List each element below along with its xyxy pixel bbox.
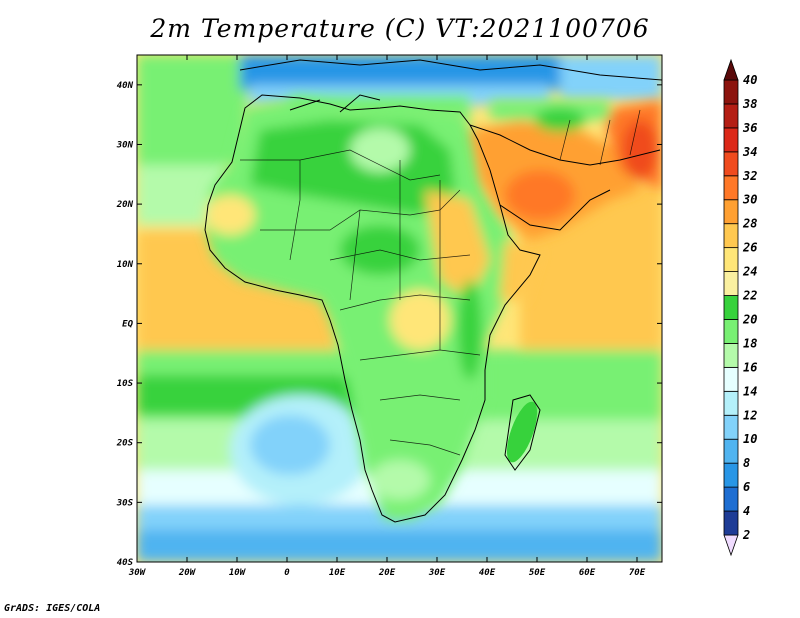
- colorbar-label: 36: [742, 121, 757, 135]
- colorbar-box: [723, 247, 739, 272]
- colorbar-label: 30: [742, 193, 757, 207]
- colorbar-box: [723, 486, 739, 512]
- colorbar-label: 38: [742, 97, 757, 111]
- colorbar-box: [723, 510, 739, 536]
- colorbar-box: [723, 103, 739, 129]
- colorbar-box: [723, 199, 739, 225]
- colorbar-box: [723, 438, 739, 464]
- colorbar-box: [723, 462, 739, 488]
- colorbar-box: [723, 175, 739, 201]
- colorbar-max-triangle: [723, 58, 739, 81]
- colorbar-label: 18: [743, 336, 757, 350]
- y-tick-label: 10S: [117, 379, 134, 389]
- colorbar-box: [723, 79, 739, 105]
- colorbar-label: 34: [742, 145, 757, 159]
- colorbar-min-triangle: [723, 534, 739, 557]
- colorbar-box: [723, 366, 739, 392]
- x-tick-label: 0: [284, 568, 290, 578]
- colorbar-box: [723, 271, 739, 296]
- plot-frame: [136, 54, 663, 563]
- x-tick-label: 10W: [229, 568, 247, 578]
- colorbar-label: 40: [743, 73, 757, 87]
- colorbar-label: 4: [743, 504, 750, 518]
- x-tick-label: 20W: [178, 568, 197, 578]
- colorbar-box: [723, 319, 739, 344]
- colorbar-label: 14: [743, 384, 757, 398]
- x-tick-label: 40E: [479, 568, 496, 578]
- x-tick-label: 50E: [529, 568, 546, 578]
- colorbar-label: 2: [742, 528, 750, 542]
- colorbar-label: 32: [742, 169, 757, 183]
- y-tick-label: 20N: [116, 200, 134, 210]
- colorbar-label: 6: [743, 480, 750, 494]
- colorbar-box: [723, 343, 739, 368]
- x-tick-label: 20E: [378, 568, 396, 578]
- colorbar-label: 8: [743, 456, 750, 470]
- y-tick-label: EQ: [122, 319, 133, 329]
- x-tick-label: 70E: [629, 568, 646, 578]
- colorbar-label: 20: [742, 312, 757, 326]
- x-tick-label: 30W: [128, 568, 147, 578]
- colorbar-label: 22: [742, 289, 757, 303]
- colorbar-box: [723, 127, 739, 153]
- y-tick-label: 40S: [117, 558, 134, 568]
- colorbar-label: 12: [743, 408, 757, 422]
- x-tick-label: 60E: [579, 568, 596, 578]
- colorbar-box: [723, 151, 739, 177]
- grads-credit: GrADS: IGES/COLA: [4, 603, 101, 614]
- colorbar-box: [723, 295, 739, 320]
- map-axes: 30W 20W 10W 0 10E 20E 30E 40E 50E 60E 70E 40N 30N 20N…: [116, 55, 662, 578]
- y-tick-label: 30S: [116, 498, 134, 508]
- map-title: 2m Temperature (C) VT:2021100706: [150, 14, 650, 43]
- colorbar-label: 28: [742, 217, 757, 231]
- y-tick-label: 20S: [116, 439, 134, 449]
- colorbar-box: [723, 223, 739, 249]
- y-tick-label: 40N: [117, 81, 134, 91]
- temperature-field: [137, 55, 662, 562]
- colorbar-label: 10: [743, 432, 757, 446]
- colorbar-label: 26: [742, 241, 757, 255]
- x-tick-label: 10E: [329, 568, 346, 578]
- colorbar-label: 16: [743, 360, 757, 374]
- x-tick-label: 30E: [428, 568, 446, 578]
- coastlines: [204, 59, 662, 523]
- colorbar-box: [723, 414, 739, 440]
- colorbar-label: 24: [742, 265, 757, 279]
- y-tick-label: 10N: [117, 260, 134, 270]
- colorbar-box: [723, 390, 739, 416]
- y-tick-label: 30N: [116, 140, 134, 150]
- country-borders: [240, 109, 641, 456]
